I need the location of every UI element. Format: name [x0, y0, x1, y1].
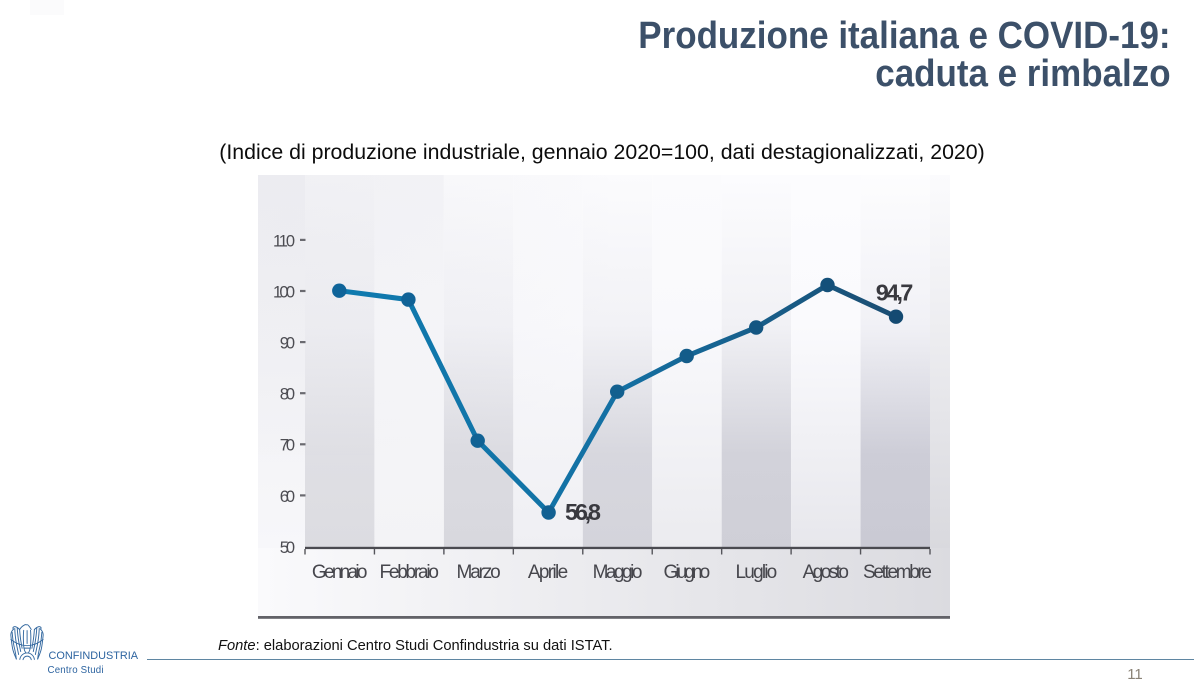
svg-text:100: 100 [273, 283, 295, 301]
svg-text:Settembre: Settembre [863, 562, 932, 583]
svg-text:Gennaio: Gennaio [312, 562, 368, 583]
svg-text:94,7: 94,7 [876, 279, 914, 305]
svg-text:80: 80 [280, 386, 295, 404]
svg-text:90: 90 [280, 335, 295, 353]
svg-text:Luglio: Luglio [736, 562, 778, 583]
svg-text:50: 50 [280, 539, 295, 557]
svg-text:Agosto: Agosto [803, 562, 849, 583]
svg-text:60: 60 [280, 488, 295, 506]
svg-text:Febbraio: Febbraio [380, 562, 439, 583]
svg-text:56,8: 56,8 [565, 499, 601, 525]
svg-text:Aprile: Aprile [528, 562, 568, 583]
svg-text:Maggio: Maggio [593, 562, 643, 583]
svg-text:Marzo: Marzo [457, 562, 501, 583]
svg-text:70: 70 [280, 437, 295, 455]
svg-text:110: 110 [273, 232, 295, 250]
svg-text:Giugno: Giugno [664, 562, 711, 583]
